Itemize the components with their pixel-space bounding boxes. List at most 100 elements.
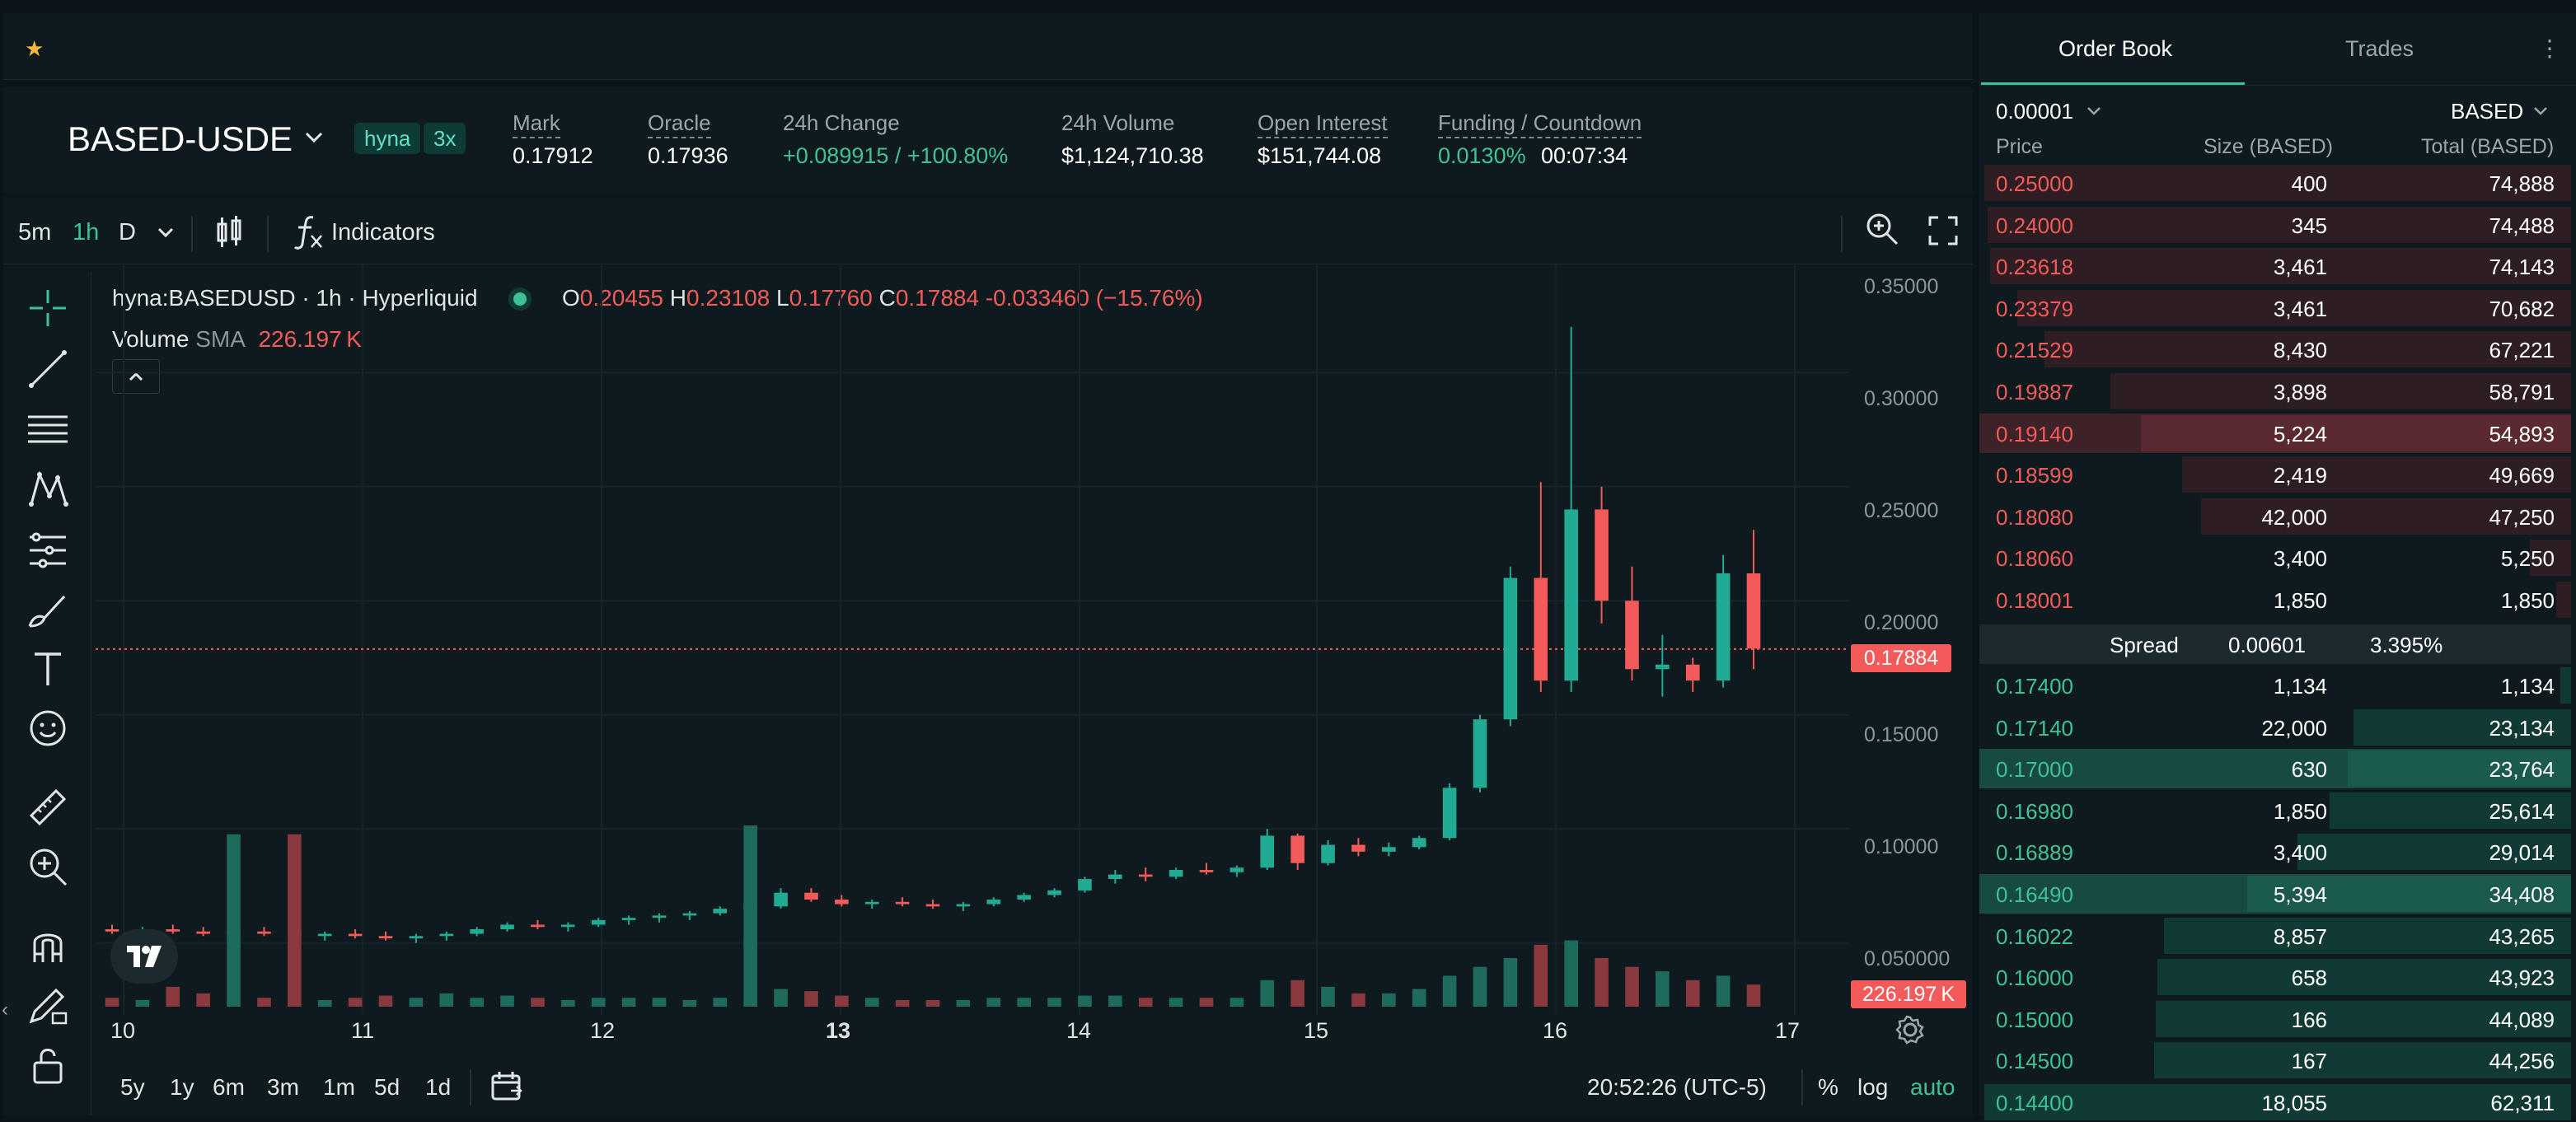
candle-body: [1138, 874, 1153, 877]
go-to-date-icon[interactable]: [489, 1069, 524, 1102]
ask-row[interactable]: 0.18080 42,000 47,250: [1979, 497, 2571, 536]
bid-row[interactable]: 0.16980 1,850 25,614: [1979, 791, 2571, 830]
favorite-star-icon[interactable]: ★: [25, 36, 44, 61]
size-cell: 5,224: [2273, 421, 2327, 446]
interval-1h[interactable]: 1h: [73, 219, 100, 245]
unlock-icon[interactable]: [25, 1041, 71, 1087]
volume-bar: [804, 991, 818, 1007]
total-cell: 43,923: [2489, 965, 2555, 991]
fullscreen-icon[interactable]: [1928, 216, 1958, 245]
bid-row[interactable]: 0.14500 167 44,256: [1979, 1040, 2571, 1080]
function-icon[interactable]: [292, 213, 325, 250]
bid-row[interactable]: 0.15000 166 44,089: [1979, 999, 2571, 1039]
chevron-down-icon[interactable]: [302, 125, 326, 150]
indicators-button[interactable]: Indicators: [331, 219, 435, 245]
percent-scale-toggle[interactable]: %: [1818, 1074, 1838, 1100]
range-6m[interactable]: 6m: [213, 1074, 245, 1100]
range-1m[interactable]: 1m: [323, 1074, 355, 1100]
ask-row[interactable]: 0.18599 2,419 49,669: [1979, 455, 2571, 494]
bid-row[interactable]: 0.16000 658 43,923: [1979, 957, 2571, 997]
header-price: Price: [1996, 135, 2043, 158]
asset-chevron-icon[interactable]: [2532, 104, 2550, 119]
zoom-in-icon[interactable]: [25, 844, 71, 890]
size-cell: 22,000: [2261, 715, 2327, 741]
candlestick-type-icon[interactable]: [214, 214, 244, 250]
range-1y[interactable]: 1y: [170, 1074, 194, 1100]
depth-bar: [1990, 248, 2571, 285]
stat-label-open-interest[interactable]: Open Interest: [1258, 110, 1388, 138]
bid-row[interactable]: 0.14400 18,055 62,311: [1979, 1082, 2571, 1122]
text-icon[interactable]: [25, 646, 71, 692]
candle-body: [1412, 838, 1426, 848]
toolbar-collapse-arrow-icon[interactable]: ‹: [2, 998, 8, 1021]
volume-bar: [348, 998, 363, 1007]
log-scale-toggle[interactable]: log: [1857, 1074, 1889, 1100]
candle-body: [895, 901, 910, 905]
bid-row[interactable]: 0.16889 3,400 29,014: [1979, 832, 2571, 872]
candle-body: [621, 918, 636, 920]
chevron-up-icon: [129, 372, 143, 381]
volume-bar: [1625, 966, 1639, 1007]
crosshair-icon[interactable]: [25, 285, 71, 331]
volume-bar: [591, 998, 606, 1007]
brush-icon[interactable]: [25, 587, 71, 633]
volume-bar: [166, 986, 180, 1007]
ask-row[interactable]: 0.25000 400 74,888: [1979, 163, 2571, 203]
range-5d[interactable]: 5d: [374, 1074, 400, 1100]
interval-chevron-icon[interactable]: [155, 224, 176, 241]
fib-retracement-icon[interactable]: [25, 407, 71, 453]
forecast-icon[interactable]: [25, 527, 71, 573]
clock-time[interactable]: 20:52:26 (UTC-5): [1587, 1074, 1767, 1100]
size-cell: 166: [2291, 1007, 2327, 1032]
ask-row[interactable]: 0.18001 1,850 1,850: [1979, 580, 2571, 619]
tick-size-select[interactable]: 0.00001: [1996, 99, 2073, 124]
range-1d[interactable]: 1d: [425, 1074, 452, 1100]
emoji-icon[interactable]: [25, 705, 71, 751]
bid-row[interactable]: 0.17000 630 23,764: [1979, 749, 2571, 789]
tradingview-logo[interactable]: [110, 929, 178, 984]
depth-bar: [2016, 289, 2571, 326]
price-chart[interactable]: [96, 264, 1849, 1015]
legend-collapse-button[interactable]: [112, 359, 160, 394]
ask-row[interactable]: 0.23618 3,461 74,143: [1979, 246, 2571, 286]
market-symbol[interactable]: BASED-USDE: [68, 119, 293, 158]
tab-trades[interactable]: Trades: [2345, 36, 2414, 61]
candle-body: [1442, 788, 1457, 839]
chart-title: hyna:BASEDUSD · 1h · Hyperliquid: [112, 285, 478, 311]
depth-bar: [2246, 876, 2571, 912]
bid-row[interactable]: 0.17140 22,000 23,134: [1979, 708, 2571, 747]
trend-line-icon[interactable]: [25, 346, 71, 392]
gear-icon[interactable]: [1895, 1015, 1925, 1045]
magnet-icon[interactable]: [25, 923, 71, 969]
ask-row[interactable]: 0.19887 3,898 58,791: [1979, 372, 2571, 411]
asset-select[interactable]: BASED: [2451, 99, 2524, 124]
interval-5m[interactable]: 5m: [18, 219, 52, 245]
bid-row[interactable]: 0.16490 5,394 34,408: [1979, 874, 2571, 914]
auto-scale-toggle[interactable]: auto: [1910, 1074, 1955, 1100]
ask-row[interactable]: 0.21529 8,430 67,221: [1979, 330, 2571, 369]
ask-row[interactable]: 0.18060 3,400 5,250: [1979, 538, 2571, 577]
pattern-icon[interactable]: [25, 466, 71, 512]
active-tab-indicator: [1981, 82, 2245, 85]
stat-label-oracle[interactable]: Oracle: [648, 110, 711, 138]
tab-order-book[interactable]: Order Book: [2058, 36, 2173, 61]
ask-row[interactable]: 0.19140 5,224 54,893: [1979, 413, 2571, 453]
draw-lock-icon[interactable]: [25, 982, 71, 1028]
ruler-icon[interactable]: [25, 784, 71, 830]
candle-body: [682, 913, 697, 916]
ask-row[interactable]: 0.23379 3,461 70,682: [1979, 288, 2571, 328]
tick-chevron-icon[interactable]: [2085, 104, 2103, 119]
stat-label-funding[interactable]: Funding / Countdown: [1438, 110, 1642, 138]
range-3m[interactable]: 3m: [267, 1074, 299, 1100]
depth-bar: [2141, 414, 2571, 451]
bid-row[interactable]: 0.16022 8,857 43,265: [1979, 916, 2571, 956]
range-5y[interactable]: 5y: [120, 1074, 145, 1100]
total-cell: 74,488: [2489, 213, 2555, 238]
stat-label-mark[interactable]: Mark: [513, 110, 560, 138]
ask-row[interactable]: 0.24000 345 74,488: [1979, 205, 2571, 245]
zoom-chart-icon[interactable]: [1864, 211, 1900, 247]
more-options-icon[interactable]: ⋮: [2538, 35, 2561, 61]
depth-bar: [2044, 331, 2571, 368]
interval-d[interactable]: D: [119, 219, 136, 245]
bid-row[interactable]: 0.17400 1,134 1,134: [1979, 666, 2571, 705]
